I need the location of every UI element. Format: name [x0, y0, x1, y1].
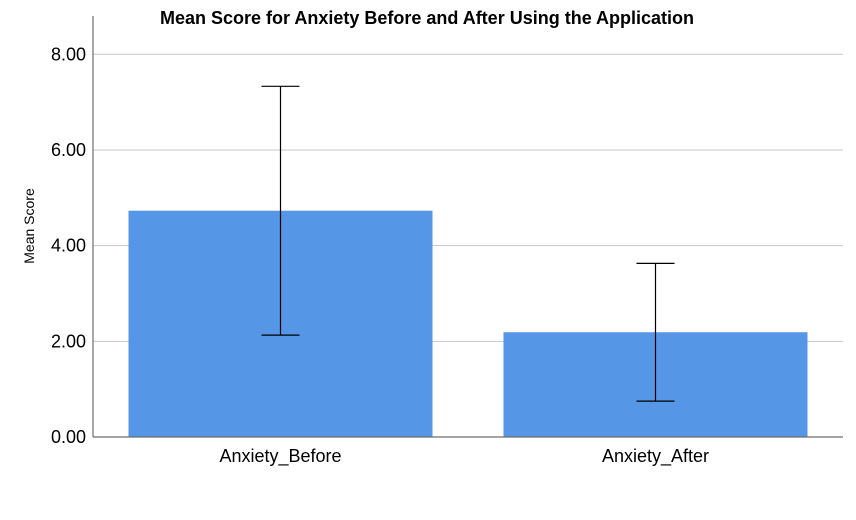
y-tick-label-1: 2.00: [51, 331, 86, 351]
x-category-label-1: Anxiety_After: [602, 446, 709, 467]
error-bar-1: [636, 262, 675, 402]
y-tick-label-0: 0.00: [51, 427, 86, 447]
y-tick-labels: 0.00 2.00 4.00 6.00 8.00: [51, 44, 86, 447]
x-category-labels: Anxiety_Before Anxiety_After: [219, 446, 709, 467]
axes: [92, 16, 843, 438]
y-tick-label-2: 4.00: [51, 236, 86, 256]
chart-title: Mean Score for Anxiety Before and After …: [160, 8, 694, 28]
y-axis-label: Mean Score: [21, 188, 37, 264]
bars: [128, 210, 808, 437]
error-bars: [261, 85, 675, 402]
y-tick-label-3: 6.00: [51, 140, 86, 160]
x-category-label-0: Anxiety_Before: [219, 446, 341, 467]
y-tick-label-4: 8.00: [51, 44, 86, 64]
error-bar-0: [261, 85, 300, 336]
